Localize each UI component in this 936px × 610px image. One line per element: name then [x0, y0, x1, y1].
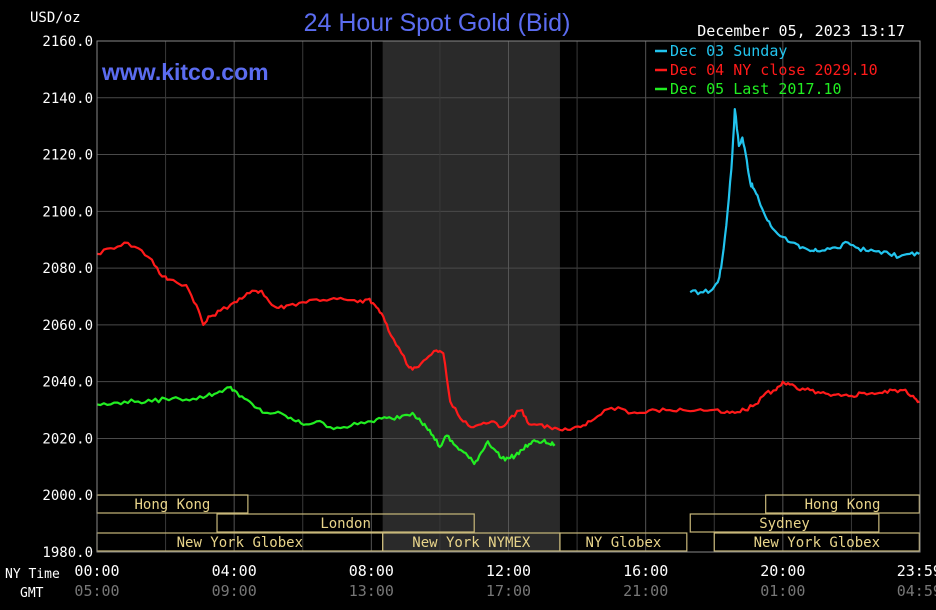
gmt-tick-label: 17:00 — [486, 582, 531, 600]
trading-sessions: Hong Kong London New York Globex New York N… — [96, 494, 920, 552]
gmt-tick-label: 13:00 — [349, 582, 394, 600]
series-line-3 — [96, 385, 556, 466]
session-label: NY Globex — [585, 535, 661, 551]
y-tick-label: 2100.0 — [42, 204, 93, 220]
session-box — [765, 494, 920, 514]
y-tick-label: 2000.0 — [42, 488, 93, 504]
y-tick-label: 2040.0 — [42, 375, 93, 391]
session-label: Hong Kong — [135, 497, 211, 513]
y-tick-label: 2140.0 — [42, 91, 93, 107]
session-label: Sydney — [759, 516, 810, 532]
gmt-tick-label: 09:00 — [212, 582, 257, 600]
ny-tick-label: 08:00 — [349, 562, 394, 580]
plot-border — [96, 40, 921, 553]
legend-label: Dec 04 NY close 2029.10 — [670, 61, 878, 79]
session-label: New York Globex — [754, 535, 880, 551]
gmt-tick-label: 05:00 — [74, 582, 119, 600]
series-line-2 — [96, 241, 920, 432]
ny-tick-label: 20:00 — [760, 562, 805, 580]
session-label: Hong Kong — [805, 497, 881, 513]
website-label: www.kitco.com — [101, 59, 269, 85]
session-box — [559, 532, 688, 552]
y-axis-unit: USD/oz — [30, 10, 81, 26]
y-tick-label: 2080.0 — [42, 261, 93, 277]
ny-tick-label: 12:00 — [486, 562, 531, 580]
ny-tick-label: 23:59 — [897, 562, 936, 580]
gmt-tick-label: 21:00 — [623, 582, 668, 600]
y-tick-label: 2060.0 — [42, 318, 93, 334]
gmt-tick-label: 01:00 — [760, 582, 805, 600]
session-label: New York NYMEX — [412, 535, 531, 551]
y-tick-label: 1980.0 — [42, 545, 93, 561]
ny-tick-label: 16:00 — [623, 562, 668, 580]
session-box — [689, 513, 880, 533]
timestamp: December 05, 2023 13:17 — [697, 22, 905, 40]
session-label: New York Globex — [177, 535, 303, 551]
session-box — [713, 532, 920, 552]
gmt-tick-label: 04:59 — [897, 582, 936, 600]
nymex-shaded-region — [382, 41, 560, 552]
ny-tick-label: 00:00 — [74, 562, 119, 580]
legend-label: Dec 05 Last 2017.10 — [670, 80, 842, 98]
session-box — [216, 513, 475, 533]
series-lines — [96, 107, 920, 466]
y-axis-ticks: 2160.0 2140.0 2120.0 2100.0 2080.0 2060.0 2040… — [42, 34, 93, 561]
session-label: London — [320, 516, 371, 532]
y-tick-label: 2020.0 — [42, 431, 93, 447]
y-tick-label: 2160.0 — [42, 34, 93, 50]
x-axis-ticks: NY Time GMT 00:00 04:00 08:00 12:00 16:00 20:00… — [5, 562, 936, 601]
gmt-label: GMT — [20, 586, 44, 601]
y-tick-label: 2120.0 — [42, 148, 93, 164]
ny-time-label: NY Time — [5, 567, 60, 582]
chart-title: 24 Hour Spot Gold (Bid) — [304, 9, 571, 37]
ny-tick-label: 04:00 — [212, 562, 257, 580]
legend-label: Dec 03 Sunday — [670, 42, 787, 60]
series-line-1 — [689, 107, 920, 296]
